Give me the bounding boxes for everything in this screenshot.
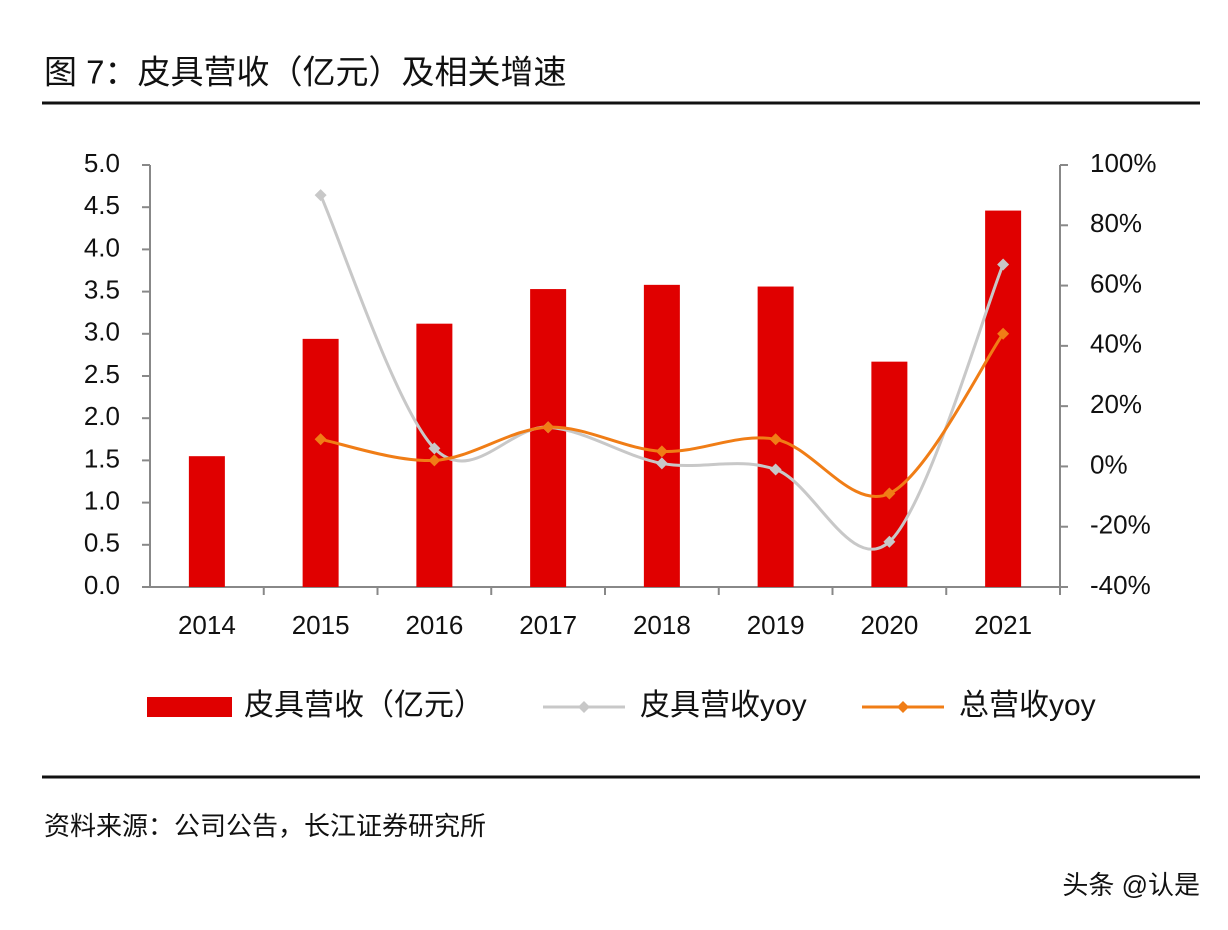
- x-tick-label: 2015: [292, 610, 350, 640]
- y-tick-label: 2.5: [84, 359, 120, 389]
- legend-marker: [578, 701, 590, 713]
- chart-title: 图 7：皮具营收（亿元）及相关增速: [44, 54, 567, 91]
- marker: [769, 433, 782, 446]
- y2-tick-label: -20%: [1090, 510, 1151, 540]
- x-tick-label: 2021: [974, 610, 1032, 640]
- y2-tick-label: 0%: [1090, 449, 1128, 479]
- legend-label: 皮具营收yoy: [640, 689, 807, 722]
- bar: [985, 210, 1022, 588]
- y-tick-label: 2.0: [84, 401, 120, 431]
- legend-marker: [897, 701, 909, 713]
- marker: [769, 463, 782, 476]
- marker: [542, 421, 555, 434]
- x-tick-label: 2018: [633, 610, 691, 640]
- y2-tick-label: -40%: [1090, 570, 1151, 600]
- y-tick-label: 4.0: [84, 232, 120, 262]
- x-tick-label: 2014: [178, 610, 236, 640]
- marker: [314, 189, 327, 202]
- bar: [530, 289, 567, 587]
- y2-tick-label: 80%: [1090, 208, 1142, 238]
- bar: [871, 361, 908, 587]
- y-tick-label: 5.0: [84, 148, 120, 178]
- bar: [643, 284, 680, 587]
- marker: [655, 457, 668, 470]
- marker: [997, 327, 1010, 340]
- y-tick-label: 4.5: [84, 190, 120, 220]
- bar: [188, 456, 225, 587]
- bar: [302, 338, 339, 587]
- legend-label: 皮具营收（亿元）: [244, 689, 484, 722]
- watermark: 头条 @认是: [1062, 870, 1200, 900]
- y-tick-label: 3.5: [84, 274, 120, 304]
- marker: [997, 258, 1010, 271]
- x-tick-label: 2017: [519, 610, 577, 640]
- marker: [428, 442, 441, 455]
- marker: [428, 454, 441, 467]
- y-tick-label: 3.0: [84, 317, 120, 347]
- y2-tick-label: 100%: [1090, 148, 1157, 178]
- y-tick-label: 0.5: [84, 528, 120, 558]
- y2-tick-label: 20%: [1090, 389, 1142, 419]
- y2-tick-label: 60%: [1090, 268, 1142, 298]
- marker: [883, 487, 896, 500]
- y-tick-label: 1.0: [84, 485, 120, 515]
- marker: [883, 535, 896, 548]
- x-tick-label: 2020: [860, 610, 918, 640]
- marker: [314, 433, 327, 446]
- y2-tick-label: 40%: [1090, 329, 1142, 359]
- y-tick-label: 0.0: [84, 570, 120, 600]
- legend-label: 总营收yoy: [959, 689, 1096, 722]
- legend-swatch: [147, 697, 232, 717]
- source: 资料来源：公司公告，长江证券研究所: [44, 811, 486, 841]
- x-tick-label: 2016: [405, 610, 463, 640]
- x-tick-label: 2019: [747, 610, 805, 640]
- marker: [655, 445, 668, 458]
- y-tick-label: 1.5: [84, 443, 120, 473]
